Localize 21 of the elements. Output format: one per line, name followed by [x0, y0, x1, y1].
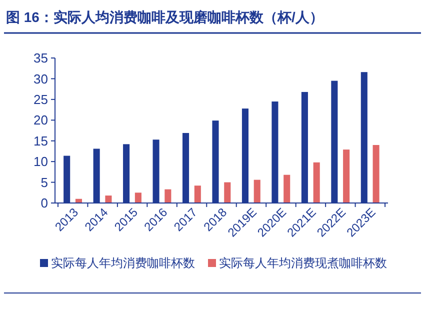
y-tick-label: 0	[40, 196, 48, 211]
y-tick-label: 35	[34, 50, 48, 66]
chart-title: 图 16：实际人均消费咖啡及现磨咖啡杯数（杯/人）	[6, 9, 324, 25]
y-tick-label: 10	[34, 154, 48, 170]
bar	[105, 196, 112, 203]
y-tick-label: 25	[34, 92, 48, 107]
bar	[372, 145, 380, 203]
y-tick-label: 30	[34, 71, 48, 86]
bar	[134, 192, 142, 203]
y-tick-label: 5	[40, 174, 48, 190]
y-tick-label: 20	[34, 112, 48, 128]
bar	[284, 174, 290, 203]
bar	[224, 182, 231, 203]
legend-label: 实际每人年均消费现煮咖啡杯数	[219, 256, 387, 270]
bar	[343, 150, 350, 203]
bar	[194, 186, 201, 203]
bar	[164, 189, 172, 203]
legend-label: 实际每人年均消费咖啡杯数	[51, 256, 195, 270]
y-tick-label: 15	[34, 133, 48, 148]
bar	[313, 162, 320, 203]
bar	[254, 180, 260, 203]
